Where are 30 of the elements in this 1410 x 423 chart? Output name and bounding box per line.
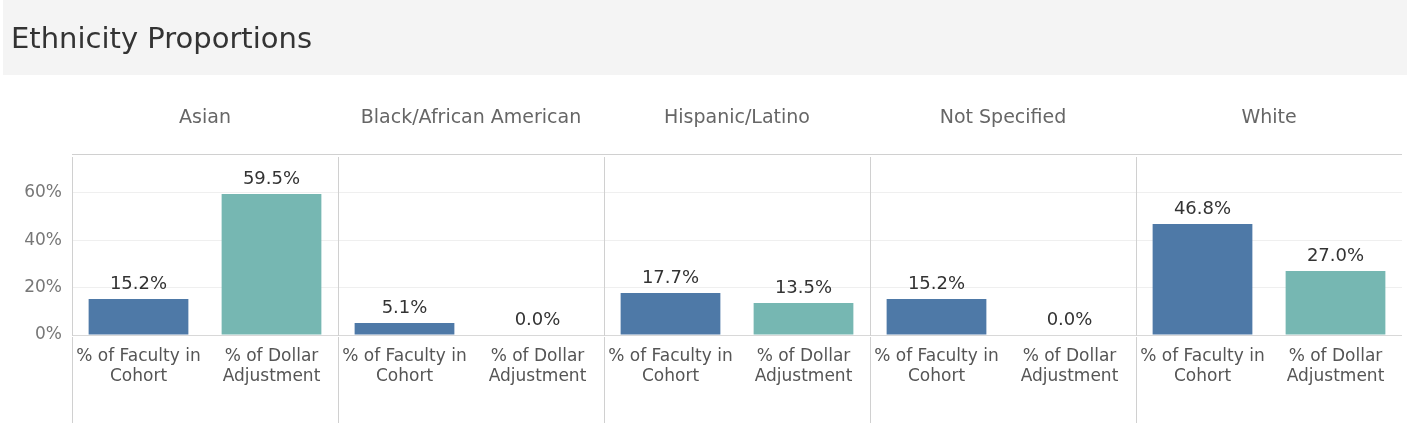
data-label: 15.2% [109, 271, 168, 293]
x-tick-label: % of Faculty in Cohort [874, 344, 999, 386]
x-tick-label: % of Faculty in Cohort [342, 344, 467, 386]
data-label: 15.2% [907, 271, 966, 293]
text: Ethnicity Proportions [11, 20, 313, 55]
x-tick-label: % of Dollar Adjustment [222, 344, 321, 386]
x-tick-label: % of Dollar Adjustment [488, 344, 587, 386]
chart-title: Asian [179, 105, 231, 127]
x-tick-label: % of Dollar Adjustment [1286, 344, 1385, 386]
y-tick-label: 60% [24, 181, 62, 202]
y-tick-label: 40% [24, 228, 62, 249]
x-tick-label: % of Faculty in Cohort [1140, 344, 1265, 386]
data-label: 5.1% [381, 295, 428, 317]
y-tick-label: 20% [24, 276, 62, 297]
chart-title: Hispanic/Latino [664, 105, 810, 127]
data-label: 59.5% [242, 166, 301, 188]
data-label: 13.5% [774, 275, 833, 297]
chart-title: Not Specified [939, 105, 1067, 127]
data-label: 17.7% [641, 265, 700, 287]
y-tick-label: 0% [35, 323, 62, 344]
x-tick-label: % of Faculty in Cohort [608, 344, 733, 386]
chart-title: Black/African American [360, 105, 582, 127]
data-label: 27.0% [1306, 243, 1365, 265]
data-label: 0.0% [1046, 307, 1093, 329]
x-tick-label: % of Dollar Adjustment [1020, 344, 1119, 386]
x-tick-label: % of Faculty in Cohort [76, 344, 201, 386]
chart-title: White [1241, 105, 1297, 127]
x-tick-label: % of Dollar Adjustment [754, 344, 853, 386]
data-label: 46.8% [1173, 196, 1232, 218]
data-label: 0.0% [514, 307, 561, 329]
